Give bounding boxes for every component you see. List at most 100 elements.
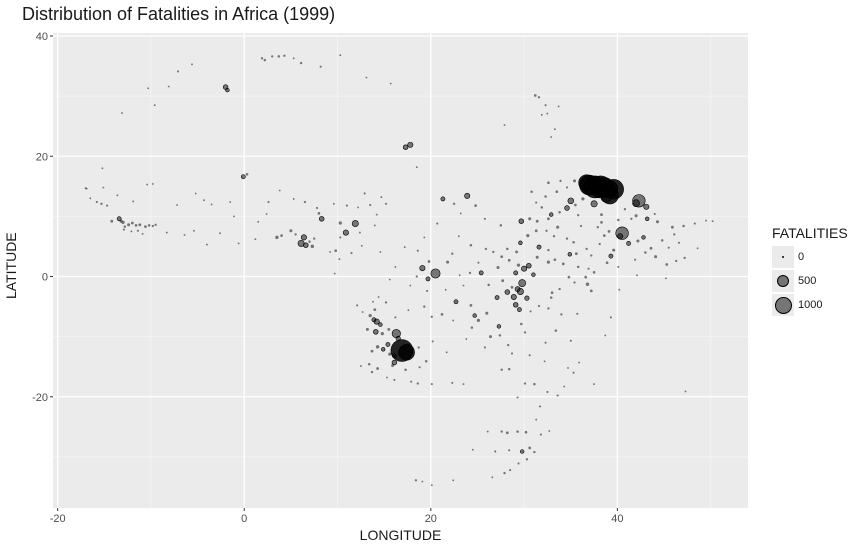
data-point — [558, 210, 561, 214]
data-point — [363, 192, 366, 195]
data-point — [548, 430, 551, 432]
data-point — [533, 94, 537, 97]
data-point — [339, 54, 342, 57]
data-point — [203, 199, 206, 202]
data-point — [468, 271, 472, 275]
data-point — [515, 250, 519, 254]
data-point — [526, 233, 530, 238]
data-point — [608, 253, 614, 259]
x-tick-label: 20 — [425, 513, 437, 525]
data-point — [539, 433, 542, 436]
data-point — [386, 376, 388, 379]
data-point — [492, 250, 495, 254]
data-point — [151, 224, 154, 228]
data-point — [292, 197, 295, 200]
data-point — [682, 224, 685, 228]
data-point — [267, 200, 270, 204]
data-point — [430, 383, 433, 386]
data-point — [338, 258, 341, 261]
data-point — [423, 305, 426, 308]
data-point — [528, 217, 532, 221]
minor-gridlines — [53, 33, 748, 508]
data-point — [122, 228, 125, 231]
y-tick-label: 20 — [36, 151, 48, 163]
data-point — [167, 85, 170, 88]
data-point — [407, 309, 410, 312]
data-point — [130, 230, 133, 233]
data-point — [387, 327, 391, 331]
data-point — [593, 383, 596, 386]
data-point — [545, 229, 548, 232]
data-point — [237, 242, 240, 245]
data-point — [310, 244, 315, 249]
data-point — [444, 288, 447, 291]
data-point — [476, 318, 481, 323]
data-point — [665, 263, 669, 266]
data-point — [451, 252, 454, 255]
data-point — [509, 469, 512, 472]
data-point — [636, 274, 638, 277]
data-point — [483, 346, 486, 349]
data-point — [645, 216, 650, 221]
data-point — [134, 224, 138, 227]
data-point — [581, 187, 588, 194]
data-point — [630, 217, 633, 220]
data-point — [498, 334, 502, 337]
data-point — [440, 196, 446, 202]
data-point — [469, 243, 473, 247]
data-point — [554, 329, 558, 332]
data-point — [520, 449, 525, 454]
data-point — [451, 381, 454, 384]
data-point — [416, 249, 419, 252]
data-point — [425, 276, 431, 282]
data-point — [407, 141, 414, 148]
data-point — [132, 200, 135, 203]
y-tick-label: 40 — [36, 31, 48, 43]
data-point — [418, 366, 421, 369]
data-point — [590, 200, 598, 208]
data-point — [623, 208, 627, 211]
data-point — [609, 316, 612, 319]
data-point — [469, 303, 473, 307]
data-point — [116, 216, 122, 222]
data-point — [360, 244, 363, 247]
data-point — [578, 361, 581, 364]
data-point — [535, 255, 539, 259]
data-point — [544, 341, 547, 344]
data-point — [453, 299, 459, 305]
data-point — [478, 270, 484, 276]
legend-marker-medium — [777, 275, 789, 287]
data-point — [380, 331, 384, 336]
data-point — [106, 204, 109, 207]
data-point — [462, 284, 465, 287]
data-point — [538, 405, 542, 408]
data-point — [372, 300, 374, 303]
data-point — [151, 182, 154, 185]
data-point — [590, 254, 593, 257]
y-tick-label: -20 — [32, 392, 48, 404]
data-point — [655, 220, 660, 224]
data-point — [557, 105, 560, 108]
data-point — [487, 283, 490, 287]
chart-title: Distribution of Fatalities in Africa (19… — [22, 4, 336, 24]
data-point — [421, 480, 424, 483]
data-point — [667, 246, 670, 249]
data-point — [373, 318, 380, 325]
data-point — [154, 223, 157, 226]
data-point — [319, 65, 322, 68]
data-point — [417, 346, 420, 349]
data-point — [556, 225, 560, 229]
data-point — [294, 233, 297, 236]
data-point — [351, 220, 359, 228]
data-point — [357, 206, 360, 209]
data-point — [402, 144, 409, 150]
data-point — [530, 190, 533, 193]
legend-key — [772, 246, 794, 268]
data-point — [378, 322, 383, 327]
legend-label: 500 — [798, 275, 817, 287]
data-point — [565, 186, 569, 189]
data-point — [377, 296, 380, 298]
data-point — [491, 476, 494, 479]
data-point — [430, 315, 433, 318]
data-point — [233, 215, 235, 218]
